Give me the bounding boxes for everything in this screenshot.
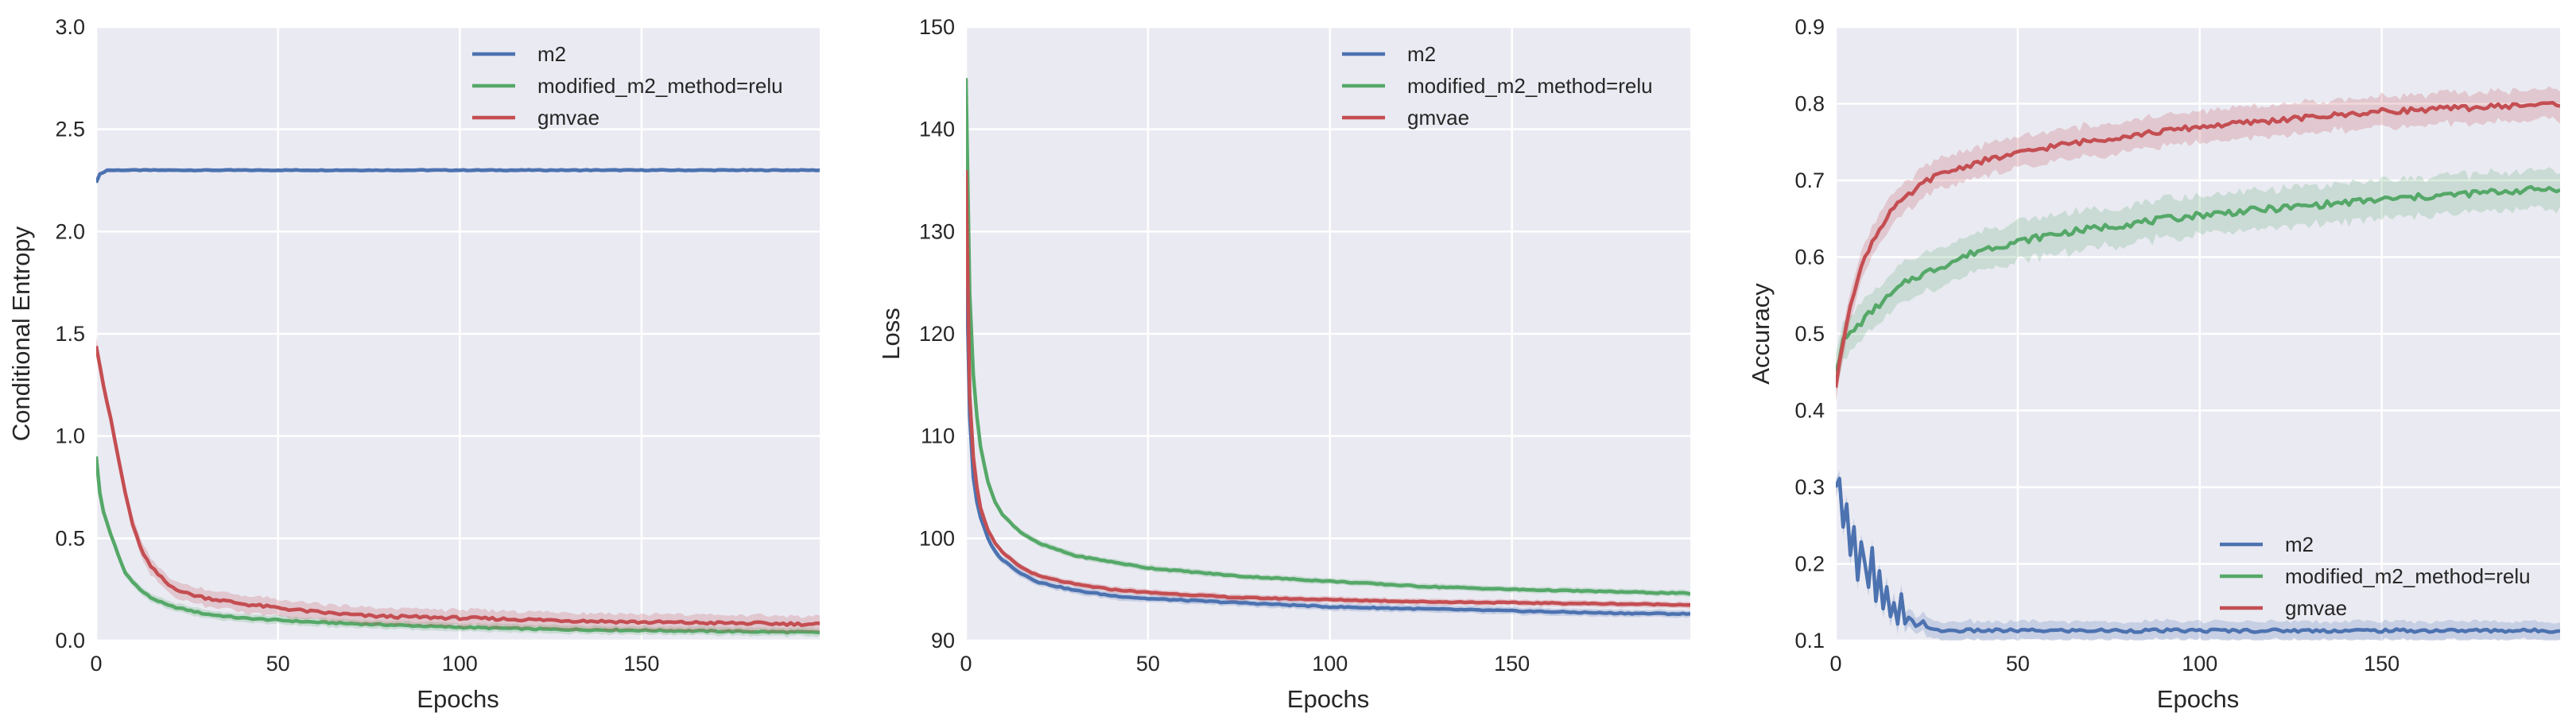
loss-chart: 90 100 110 120 130 140 150 0 50 100 150 Epochs Loss m… bbox=[877, 15, 1690, 713]
legend-label: modified_m2_method=relu bbox=[1407, 74, 1653, 98]
x-tick-label: 0 bbox=[960, 652, 972, 676]
series-line-gmvae bbox=[966, 170, 1690, 607]
accuracy-chart: 0.1 0.2 0.3 0.4 0.5 0.6 0.7 0.8 0.9 0 50 100 150 Epoc… bbox=[1747, 15, 2560, 713]
y-tick-label: 90 bbox=[931, 629, 955, 652]
series-band-m2 bbox=[966, 238, 1690, 618]
x-tick-label: 100 bbox=[2182, 652, 2217, 676]
y-axis-label: Accuracy bbox=[1747, 283, 1775, 385]
legend-label: m2 bbox=[1407, 42, 1436, 66]
y-tick-label: 0.6 bbox=[1794, 246, 1825, 269]
series-line-m2 bbox=[1836, 476, 2560, 634]
legend-label: gmvae bbox=[2285, 596, 2347, 620]
legend-label: modified_m2_method=relu bbox=[2285, 564, 2531, 588]
y-tick-label: 150 bbox=[919, 15, 955, 39]
legend-label: gmvae bbox=[537, 106, 599, 130]
y-tick-label: 0.3 bbox=[1794, 475, 1825, 499]
x-axis-label: Epochs bbox=[1287, 685, 1369, 713]
series-layer bbox=[966, 75, 1690, 618]
series-line-m2 bbox=[966, 242, 1690, 617]
legend-label: gmvae bbox=[1407, 106, 1469, 130]
x-tick-label: 100 bbox=[1312, 652, 1348, 676]
series-layer bbox=[96, 167, 820, 637]
y-tick-label: 0.7 bbox=[1794, 168, 1825, 192]
x-tick-label: 150 bbox=[623, 652, 659, 676]
x-tick-label: 50 bbox=[1136, 652, 1160, 676]
legend-label: m2 bbox=[2285, 532, 2314, 556]
y-tick-label: 0.0 bbox=[55, 629, 85, 652]
y-tick-label: 3.0 bbox=[55, 15, 85, 39]
y-tick-label: 0.1 bbox=[1794, 629, 1825, 652]
y-axis-label: Conditional Entropy bbox=[7, 226, 35, 441]
y-axis-label: Loss bbox=[877, 308, 905, 359]
y-tick-label: 0.4 bbox=[1794, 399, 1825, 423]
x-tick-label: 50 bbox=[266, 652, 290, 676]
legend-label: m2 bbox=[537, 42, 566, 66]
y-tick-label: 0.2 bbox=[1794, 552, 1825, 576]
y-tick-label: 1.5 bbox=[55, 322, 85, 346]
x-tick-label: 0 bbox=[1829, 652, 1841, 676]
y-tick-label: 2.0 bbox=[55, 219, 85, 243]
y-tick-label: 120 bbox=[919, 322, 955, 346]
y-tick-label: 0.5 bbox=[1794, 322, 1825, 346]
x-tick-label: 150 bbox=[1494, 652, 1530, 676]
x-tick-label: 50 bbox=[2006, 652, 2030, 676]
x-axis-label: Epochs bbox=[417, 685, 499, 713]
series-line-modified_m2_method=relu bbox=[966, 78, 1690, 596]
series-band-modified_m2_method=relu bbox=[1836, 167, 2560, 392]
y-tick-label: 0.5 bbox=[55, 526, 85, 550]
y-tick-label: 2.5 bbox=[55, 118, 85, 141]
series-band-gmvae bbox=[1836, 86, 2560, 402]
y-tick-label: 0.8 bbox=[1794, 92, 1825, 116]
y-tick-label: 140 bbox=[919, 118, 955, 141]
series-line-m2 bbox=[96, 168, 820, 184]
series-line-modified_m2_method=relu bbox=[96, 456, 820, 635]
legend-label: modified_m2_method=relu bbox=[537, 74, 783, 98]
series-line-gmvae bbox=[1836, 100, 2560, 388]
series-band-m2 bbox=[1836, 470, 2560, 641]
y-tick-label: 100 bbox=[919, 526, 955, 550]
y-tick-label: 0.9 bbox=[1794, 15, 1825, 39]
series-line-gmvae bbox=[96, 345, 820, 628]
x-tick-label: 150 bbox=[2364, 652, 2399, 676]
y-tick-label: 130 bbox=[919, 219, 955, 243]
series-layer bbox=[1836, 86, 2560, 641]
y-tick-label: 110 bbox=[921, 424, 955, 448]
series-line-modified_m2_method=relu bbox=[1836, 184, 2560, 373]
y-tick-label: 1.0 bbox=[55, 424, 85, 448]
conditional-entropy-chart: 0.0 0.5 1.0 1.5 2.0 2.5 3.0 0 50 100 150 Epochs Cond… bbox=[7, 15, 820, 713]
x-axis-label: Epochs bbox=[2157, 685, 2239, 713]
x-tick-label: 0 bbox=[90, 652, 102, 676]
x-tick-label: 100 bbox=[442, 652, 478, 676]
